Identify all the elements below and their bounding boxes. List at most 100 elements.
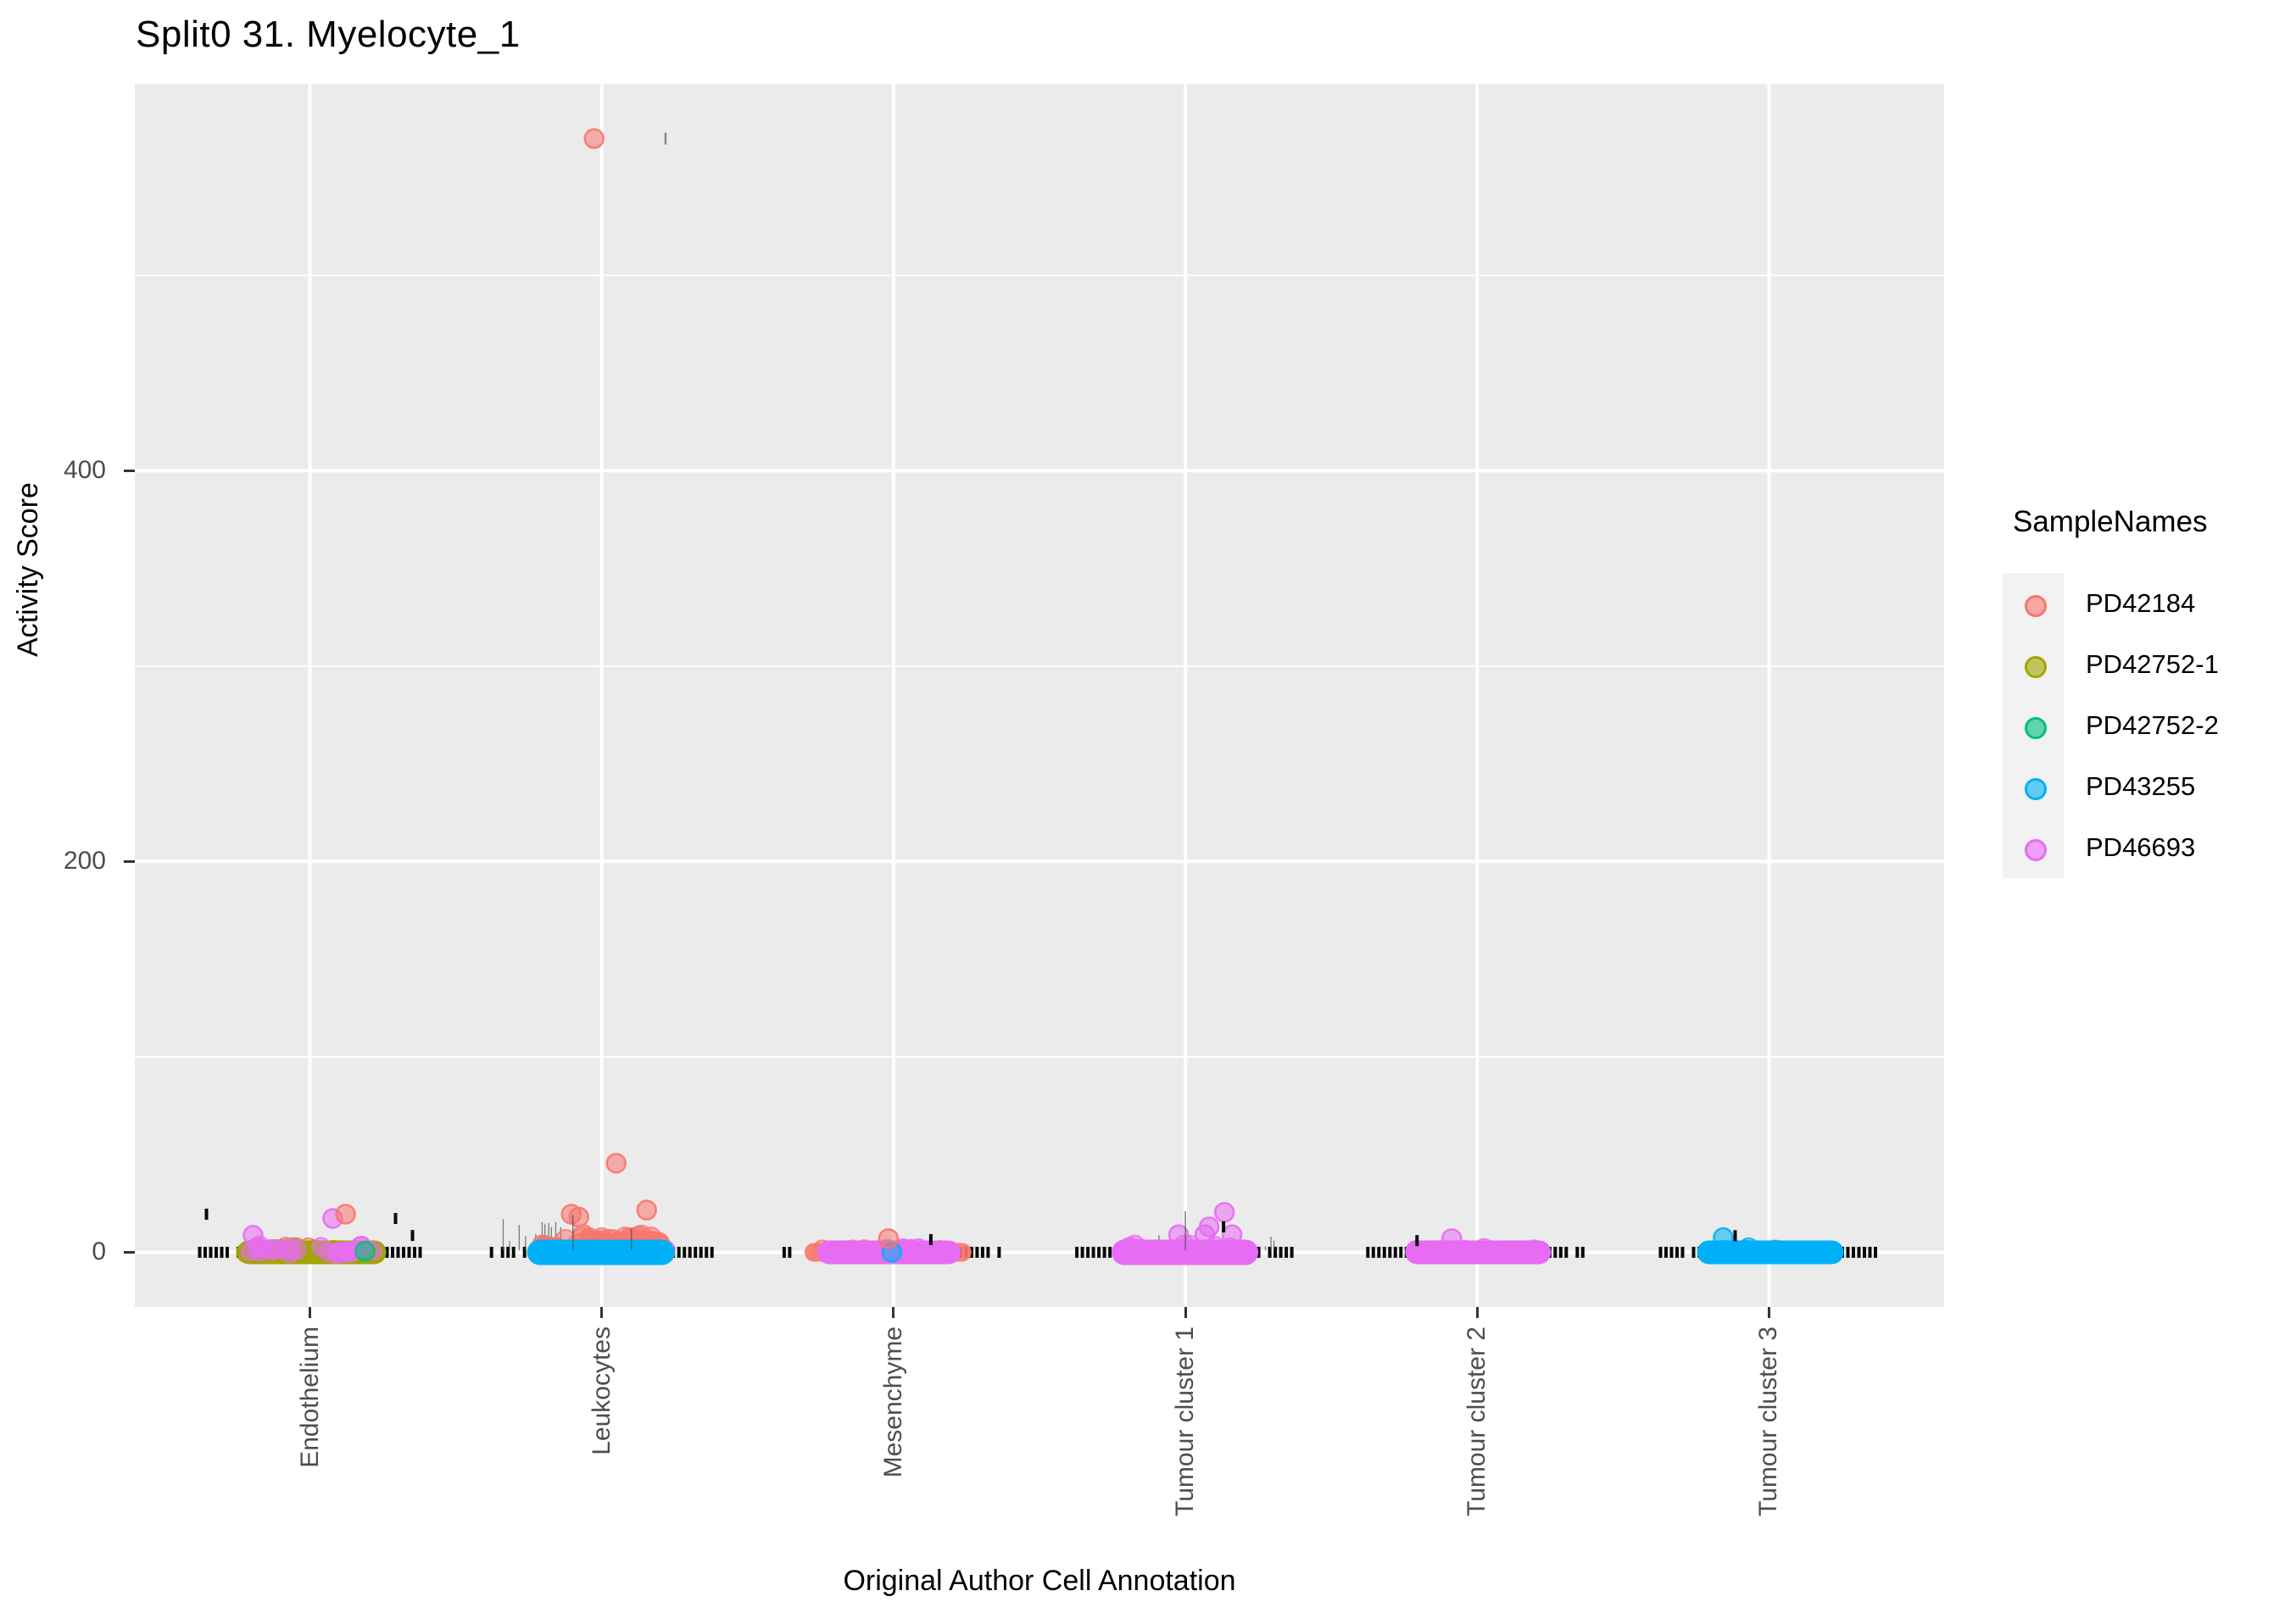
point-small	[928, 1233, 933, 1245]
point-PD42184	[583, 128, 605, 149]
point-small	[396, 1246, 400, 1258]
point-small	[1399, 1246, 1403, 1258]
point-small	[997, 1246, 1001, 1258]
legend-title: SampleNames	[2013, 505, 2208, 538]
point-PD46693	[1483, 1241, 1502, 1260]
legend-dot-icon	[2025, 656, 2047, 678]
point-small	[705, 1246, 709, 1258]
legend-item-pd43255: PD43255	[2003, 756, 2282, 817]
point-small	[209, 1246, 213, 1258]
y-axis-title: Activity Score	[12, 482, 44, 657]
chart-title: Split0 31. Myelocyte_1	[136, 14, 521, 55]
legend-label: PD43255	[2086, 771, 2196, 801]
y-tick-label: 0	[92, 1237, 106, 1266]
point-small	[1273, 1246, 1278, 1258]
point-PD42752-2	[354, 1241, 376, 1262]
point-small	[1846, 1246, 1850, 1258]
x-axis-title: Original Author Cell Annotation	[843, 1565, 1236, 1597]
legend-item-pd42184: PD42184	[2003, 573, 2282, 634]
point-small	[410, 1230, 415, 1242]
point-small	[1564, 1246, 1569, 1258]
y-tick-mark	[124, 469, 135, 472]
point-small	[1279, 1246, 1283, 1258]
x-tick-mark	[892, 1307, 895, 1318]
y-tick-mark	[124, 859, 135, 863]
x-tick-label-tumour-cluster-1: Tumour cluster 1	[1171, 1326, 1200, 1516]
point-small	[1675, 1246, 1679, 1258]
point-small	[385, 1246, 389, 1258]
point-small	[1388, 1246, 1392, 1258]
point-small	[1873, 1246, 1877, 1258]
legend-dot-icon	[2025, 778, 2047, 800]
point-PD46693	[269, 1239, 288, 1259]
point-small	[402, 1246, 406, 1258]
legend-dot-icon	[2025, 839, 2047, 861]
point-small	[688, 1246, 692, 1258]
legend-label: PD42752-1	[2086, 649, 2219, 679]
point-small	[1691, 1246, 1696, 1258]
x-tick-label-endothelium: Endothelium	[295, 1326, 324, 1468]
point-small	[1658, 1246, 1663, 1258]
point-small	[215, 1246, 219, 1258]
plot-canvas	[135, 84, 1944, 1307]
point-PD46693	[830, 1242, 851, 1263]
point-small	[710, 1246, 714, 1258]
point-PD46693	[1504, 1241, 1526, 1263]
point-small	[511, 1246, 515, 1258]
legend-label: PD42184	[2086, 588, 2196, 618]
point-PD46693	[933, 1241, 953, 1261]
x-tick-mark	[1184, 1307, 1187, 1318]
point-small	[1382, 1246, 1386, 1258]
y-tick-mark	[124, 1250, 135, 1254]
point-PD43255	[1766, 1242, 1787, 1263]
point-PD46693	[242, 1225, 264, 1246]
point-small	[1268, 1246, 1272, 1258]
point-small	[980, 1246, 984, 1258]
point-small	[391, 1246, 395, 1258]
point-PD46693	[1524, 1239, 1544, 1260]
point-PD46693	[1118, 1237, 1140, 1259]
point-small	[1669, 1246, 1674, 1258]
point-small	[393, 1213, 398, 1225]
point-small	[975, 1246, 979, 1258]
point-small	[407, 1246, 411, 1258]
legend-item-pd42752-1: PD42752-1	[2003, 634, 2282, 695]
x-tick-mark	[1475, 1307, 1479, 1318]
point-small	[500, 1246, 504, 1258]
x-tick-label-tumour-cluster-2: Tumour cluster 2	[1463, 1326, 1491, 1516]
point-PD42184	[636, 1199, 657, 1221]
point-small	[204, 1209, 209, 1221]
point-PD46693	[1198, 1216, 1220, 1237]
point-small	[1680, 1246, 1685, 1258]
point-small	[203, 1246, 208, 1258]
point-small	[226, 1246, 230, 1258]
point-PD46693	[1221, 1224, 1243, 1245]
point-small	[986, 1246, 990, 1258]
point-small	[782, 1246, 786, 1258]
point-small	[1371, 1246, 1375, 1258]
point-small	[522, 1246, 527, 1258]
legend-key-box	[2003, 817, 2064, 878]
point-small	[1663, 1246, 1668, 1258]
point-small	[1851, 1246, 1855, 1258]
point-PD46693	[1441, 1228, 1463, 1249]
point-PD42184	[335, 1204, 356, 1225]
legend-key-box	[2003, 573, 2064, 634]
point-small	[788, 1246, 792, 1258]
legend-item-pd42752-2: PD42752-2	[2003, 695, 2282, 756]
legend-label: PD42752-2	[2086, 710, 2219, 740]
point-small	[1086, 1246, 1090, 1258]
x-tick-label-tumour-cluster-3: Tumour cluster 3	[1754, 1326, 1783, 1516]
point-PD43255	[1818, 1240, 1839, 1261]
point-PD43255	[1738, 1237, 1759, 1258]
point-small	[1222, 1221, 1226, 1232]
point-dash	[664, 132, 667, 145]
point-small	[1102, 1246, 1106, 1258]
point-PD46693	[318, 1242, 338, 1262]
point-small	[1868, 1246, 1872, 1258]
point-PD46693	[851, 1243, 873, 1264]
legend-items: PD42184 PD42752-1 PD42752-2 PD43255 PD46693	[2003, 573, 2282, 878]
point-small	[1733, 1230, 1737, 1242]
point-small	[1285, 1246, 1289, 1258]
